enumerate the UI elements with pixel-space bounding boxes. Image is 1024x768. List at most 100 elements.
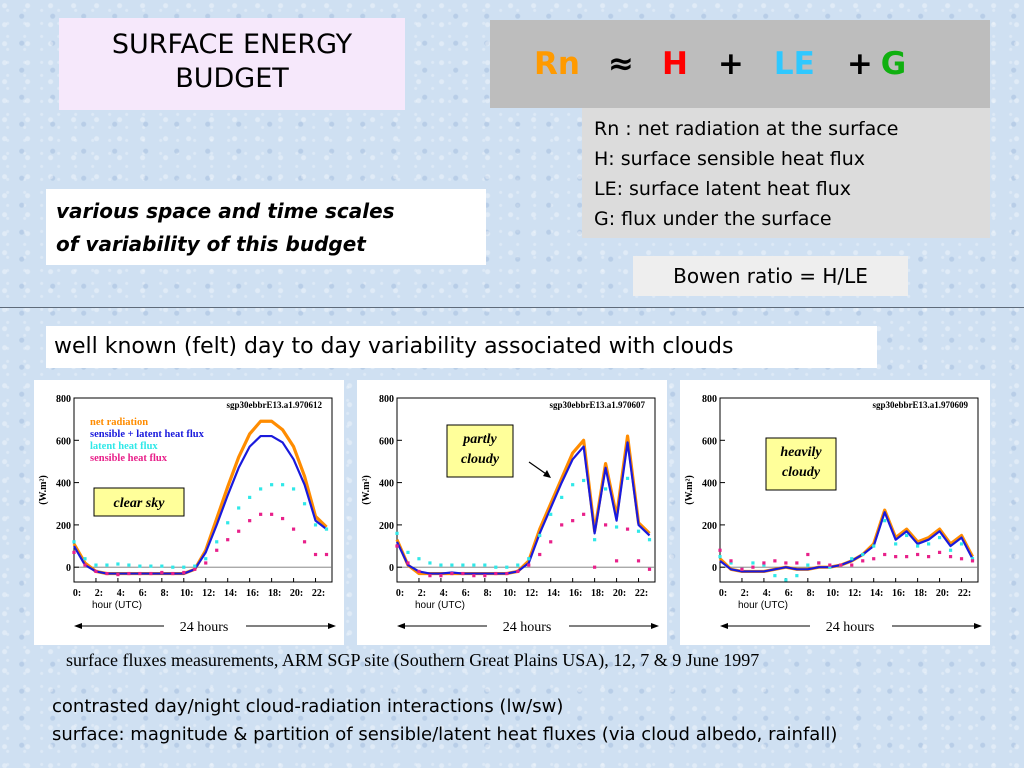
data-point-sensible: [237, 529, 241, 533]
data-point-sensible: [428, 574, 432, 578]
x-tick-label: 6:: [462, 588, 470, 599]
data-point-sensible: [718, 548, 722, 552]
y-tick-label: 600: [56, 436, 71, 447]
y-axis-label: (W.m²): [361, 475, 372, 505]
eq-approx: ≈: [607, 46, 634, 82]
data-point-sensible: [83, 563, 87, 567]
data-point-sensible: [204, 561, 208, 565]
chart-clear-sky: 0 200 400 600 800 0: 2: 4: 6: 8: 10: 12: 14: 16: 18: 20…: [38, 394, 336, 635]
x-tick-label: 12:: [848, 588, 861, 599]
data-point-latent: [83, 557, 87, 561]
data-point-latent: [527, 557, 531, 561]
y-axis-label: (W.m²): [684, 475, 695, 505]
x-tick-label: 22:: [635, 588, 648, 599]
data-point-sensible: [571, 519, 575, 523]
data-point-sensible: [505, 571, 509, 576]
definition-h: H: surface sensible heat flux: [594, 148, 865, 170]
data-point-latent: [718, 555, 722, 559]
data-point-latent: [483, 563, 487, 567]
x-tick-label: 8:: [484, 588, 492, 599]
data-point-sensible: [582, 512, 586, 516]
legend-net-radiation: net radiation: [90, 417, 148, 428]
data-point-sensible: [116, 572, 120, 577]
data-point-sensible: [894, 555, 898, 559]
data-point-latent: [773, 574, 777, 578]
x-tick-label: 2:: [741, 588, 749, 599]
data-point-sensible: [839, 563, 843, 567]
eq-rn: Rn: [534, 46, 580, 82]
data-point-sensible: [395, 544, 399, 548]
x-tick-label: 8:: [161, 588, 169, 599]
data-point-sensible: [516, 569, 520, 574]
span-label: 24 hours: [826, 620, 875, 635]
eq-g: G: [880, 46, 907, 82]
energy-budget-equation: Rn ≈ H + LE + G: [490, 20, 990, 108]
data-point-sensible: [795, 561, 799, 565]
data-point-sensible: [105, 571, 109, 576]
chart-partly-cloudy: 0 200 400 600 800 0: 2: 4: 6: 8: 10: 12: 14: 16: 18: 20…: [361, 394, 659, 635]
series-line-sensible-latent: [73, 434, 328, 575]
data-point-sensible: [193, 567, 197, 571]
y-tick-label: 800: [379, 394, 394, 405]
data-point-latent: [571, 483, 575, 487]
day-to-day-variability-box: well known (felt) day to day variability…: [46, 326, 877, 368]
chart-title: sgp30ebbrE13.a1.970609: [872, 400, 968, 410]
data-point-sensible: [948, 555, 953, 559]
data-point-sensible: [549, 540, 553, 544]
data-point-sensible: [593, 565, 597, 569]
eq-h: H: [661, 46, 688, 82]
data-point-latent: [461, 563, 465, 567]
data-point-sensible: [883, 552, 887, 557]
series-line-sensible-latent: [396, 441, 651, 575]
data-point-sensible: [259, 512, 263, 516]
data-point-latent: [806, 563, 810, 567]
data-point-sensible: [138, 571, 142, 576]
chart-panel-heavily-cloudy: 0 200 400 600 800 0: 2: 4: 6: 8: 10: 12: 14: 16: 18: 20…: [680, 380, 990, 645]
data-point-latent: [516, 563, 520, 567]
x-tick-label: 14:: [870, 588, 883, 599]
data-point-latent: [970, 557, 975, 561]
data-point-sensible: [636, 559, 641, 563]
data-point-latent: [237, 506, 241, 510]
x-tick-label: 0:: [73, 588, 81, 599]
data-point-sensible: [472, 574, 476, 578]
data-point-latent: [259, 487, 263, 491]
data-point-sensible: [406, 561, 410, 565]
x-tick-label: 10:: [826, 588, 839, 599]
legend-sensible-latent: sensible + latent heat flux: [90, 429, 205, 440]
data-point-sensible: [182, 570, 186, 575]
data-point-latent: [302, 502, 307, 506]
span-arrowhead-right: [651, 623, 659, 629]
data-point-latent: [94, 563, 98, 567]
data-point-sensible: [483, 574, 487, 578]
x-tick-label: 6:: [139, 588, 147, 599]
data-point-sensible: [248, 519, 252, 523]
data-point-latent: [193, 564, 197, 568]
chart-panel-partly-cloudy: 0 200 400 600 800 0: 2: 4: 6: 8: 10: 12: 14: 16: 18: 20…: [357, 380, 667, 645]
data-point-latent: [894, 542, 898, 546]
plot-frame: [396, 397, 656, 583]
data-point-sensible: [762, 561, 766, 565]
eq-plus-2: +: [846, 46, 873, 82]
section-divider: [0, 307, 1024, 308]
data-point-latent: [729, 561, 733, 565]
data-point-latent: [226, 521, 230, 525]
data-point-latent: [116, 562, 120, 566]
data-point-sensible: [740, 567, 744, 571]
data-point-latent: [883, 519, 887, 523]
data-point-latent: [603, 487, 608, 491]
legend-latent: latent heat flux: [90, 441, 158, 452]
data-point-latent: [270, 483, 274, 487]
data-point-sensible: [226, 538, 230, 542]
y-tick-label: 800: [702, 394, 717, 405]
series-line-sensible-latent: [719, 511, 974, 573]
x-tick-label: 18:: [591, 588, 604, 599]
bowen-ratio-box: Bowen ratio = H/LE: [633, 256, 908, 296]
data-point-latent: [593, 538, 597, 542]
definitions-box: Rn : net radiation at the surface H: sur…: [582, 108, 990, 238]
x-tick-label: 6:: [785, 588, 793, 599]
x-tick-label: 4:: [117, 588, 125, 599]
annotation-arrowhead: [543, 470, 551, 478]
data-point-sensible: [916, 552, 920, 557]
annotation-box: [765, 437, 837, 491]
